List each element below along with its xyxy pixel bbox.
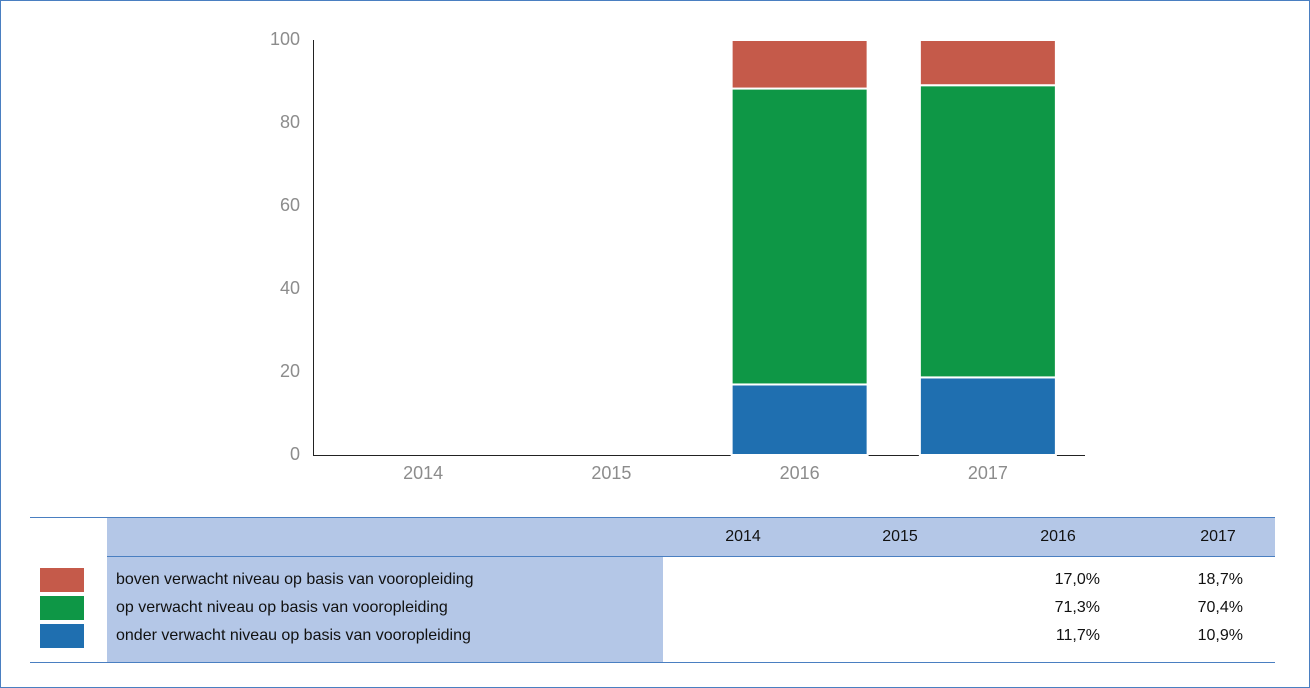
legend-swatch [40, 624, 84, 648]
y-tick-label: 0 [290, 444, 300, 464]
bar-segment [918, 39, 1057, 87]
y-tick-label: 20 [280, 361, 300, 381]
x-tick-label: 2015 [591, 463, 631, 483]
legend-label: onder verwacht niveau op basis van vooro… [116, 627, 471, 644]
legend-label: op verwacht niveau op basis van voorople… [116, 599, 448, 616]
legend-label: boven verwacht niveau op basis van vooro… [116, 571, 474, 588]
table-header-bg [107, 518, 1275, 556]
y-tick-label: 40 [280, 278, 300, 298]
y-tick-label: 60 [280, 195, 300, 215]
bar-segment [918, 84, 1057, 379]
table-header: 2015 [882, 528, 918, 545]
table-value: 10,9% [1198, 627, 1243, 644]
x-tick-label: 2014 [403, 463, 443, 483]
table-value: 18,7% [1198, 571, 1243, 588]
table-header: 2016 [1040, 528, 1076, 545]
bar-segment [730, 87, 869, 386]
legend-swatch [40, 596, 84, 620]
y-tick-label: 80 [280, 112, 300, 132]
table-value: 11,7% [1056, 627, 1100, 644]
table-value: 17,0% [1055, 571, 1100, 588]
y-tick-label: 100 [270, 29, 300, 49]
x-tick-label: 2016 [780, 463, 820, 483]
table-value: 70,4% [1198, 599, 1243, 616]
legend-swatch [40, 568, 84, 592]
bar-segment [730, 39, 869, 90]
table-value: 71,3% [1055, 599, 1100, 616]
x-tick-label: 2017 [968, 463, 1008, 483]
bar-segment [730, 383, 869, 457]
table-header: 2014 [725, 528, 761, 545]
table-label-bg [107, 557, 663, 662]
table-header: 2017 [1200, 528, 1236, 545]
bar-segment [918, 376, 1057, 456]
